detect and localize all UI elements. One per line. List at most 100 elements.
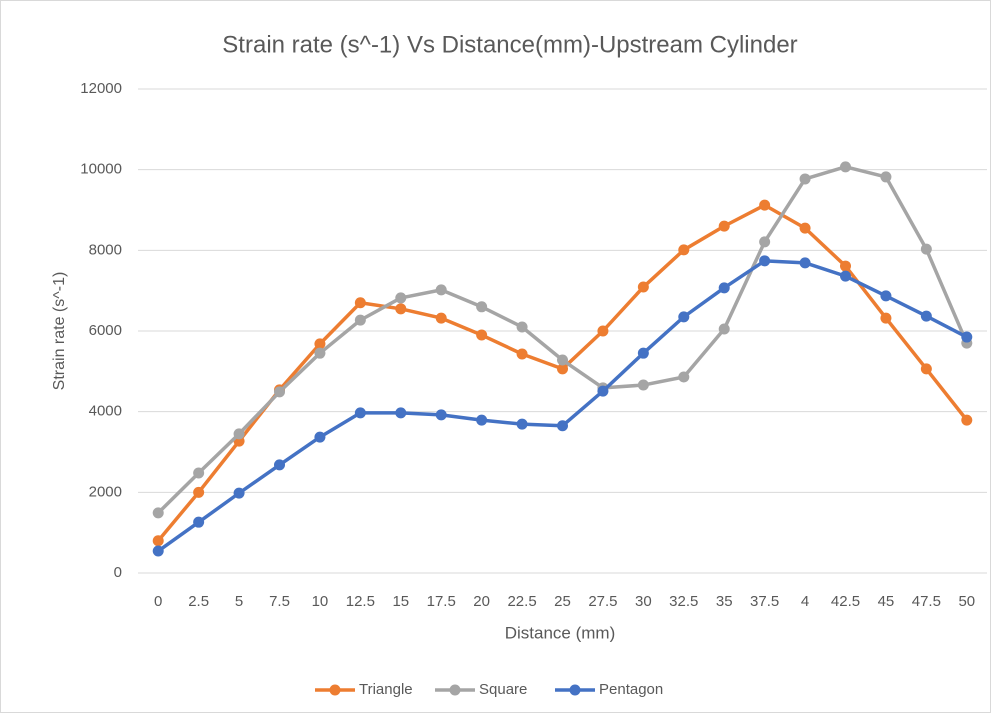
data-point: [678, 371, 690, 383]
data-point: [920, 363, 932, 375]
data-point: [840, 260, 851, 272]
data-point: [193, 516, 205, 528]
legend-item: Square: [435, 681, 527, 698]
data-point: [759, 236, 771, 248]
y-tick-label: 0: [114, 564, 122, 581]
legend-label: Pentagon: [599, 681, 663, 698]
x-tick-label: 22.5: [507, 593, 536, 610]
data-point: [233, 428, 245, 440]
y-tick-label: 4000: [89, 403, 122, 420]
data-point: [961, 331, 973, 343]
data-point: [476, 414, 488, 426]
y-tick-label: 8000: [89, 241, 122, 258]
x-tick-label: 20: [473, 593, 490, 610]
data-point: [597, 385, 609, 397]
legend-label: Triangle: [359, 681, 413, 698]
data-point: [395, 292, 407, 304]
data-point: [314, 431, 326, 443]
data-point: [395, 303, 407, 315]
data-point: [799, 257, 811, 269]
data-point: [435, 284, 447, 296]
x-tick-label: 50: [958, 593, 975, 610]
x-tick-label: 0: [154, 593, 162, 610]
data-point: [516, 321, 528, 333]
data-point: [557, 363, 568, 375]
y-tick-label: 6000: [89, 322, 122, 339]
data-point: [920, 243, 932, 255]
data-point: [274, 386, 285, 398]
data-point: [395, 407, 407, 419]
data-point: [718, 220, 730, 232]
data-point: [152, 535, 164, 547]
data-point: [759, 255, 771, 267]
x-tick-label: 2.5: [188, 593, 209, 610]
data-point: [799, 173, 811, 185]
x-tick-label: 30: [635, 593, 652, 610]
data-point: [193, 486, 205, 498]
x-tick-label: 27.5: [588, 593, 617, 610]
legend-marker: [329, 684, 341, 696]
data-point: [597, 325, 609, 337]
x-tick-label: 17.5: [427, 593, 456, 610]
data-point: [233, 487, 245, 499]
data-point: [314, 338, 326, 350]
x-tick-label: 37.5: [750, 593, 779, 610]
data-point: [354, 407, 366, 419]
x-tick-label: 4: [801, 593, 809, 610]
data-point: [840, 161, 851, 173]
data-point: [678, 311, 690, 323]
x-tick-label: 12.5: [346, 593, 375, 610]
data-point: [476, 301, 488, 313]
x-tick-label: 7.5: [269, 593, 290, 610]
x-axis-label: Distance (mm): [505, 623, 616, 642]
data-point: [476, 329, 488, 341]
data-point: [880, 312, 892, 324]
data-point: [718, 323, 730, 335]
data-point: [193, 467, 205, 479]
data-point: [920, 310, 932, 322]
x-tick-label: 5: [235, 593, 243, 610]
x-tick-label: 15: [392, 593, 409, 610]
data-point: [678, 244, 690, 256]
data-point: [880, 290, 892, 302]
data-point: [274, 459, 285, 471]
data-point: [435, 312, 447, 324]
legend-marker: [569, 684, 581, 696]
data-point: [637, 281, 649, 293]
data-point: [152, 545, 164, 557]
x-tick-label: 35: [716, 593, 733, 610]
data-point: [314, 347, 326, 359]
data-point: [354, 314, 366, 326]
x-tick-label: 42.5: [831, 593, 860, 610]
data-point: [516, 348, 528, 360]
data-point: [637, 347, 649, 359]
data-point: [718, 282, 730, 294]
data-point: [759, 199, 771, 211]
data-point: [557, 354, 568, 366]
data-point: [152, 507, 164, 519]
y-tick-label: 2000: [89, 483, 122, 500]
data-point: [557, 420, 568, 432]
legend-item: Pentagon: [555, 681, 663, 698]
chart-title: Strain rate (s^-1) Vs Distance(mm)-Upstr…: [222, 31, 797, 58]
x-tick-label: 10: [312, 593, 329, 610]
y-tick-label: 10000: [80, 161, 122, 178]
data-point: [354, 297, 366, 309]
x-tick-label: 32.5: [669, 593, 698, 610]
y-tick-label: 12000: [80, 80, 122, 97]
data-point: [435, 409, 447, 421]
data-point: [961, 414, 973, 426]
x-tick-label: 47.5: [912, 593, 941, 610]
data-point: [880, 171, 892, 183]
x-tick-label: 45: [878, 593, 895, 610]
y-axis-label: Strain rate (s^-1): [51, 272, 68, 391]
data-point: [637, 379, 649, 391]
data-point: [516, 418, 528, 430]
x-tick-label: 25: [554, 593, 571, 610]
data-point: [840, 270, 851, 282]
legend-label: Square: [479, 681, 527, 698]
legend-item: Triangle: [315, 681, 413, 698]
data-point: [799, 222, 811, 234]
